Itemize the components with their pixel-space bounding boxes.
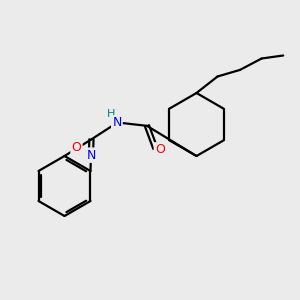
- Text: H: H: [107, 110, 116, 119]
- Text: N: N: [112, 116, 122, 129]
- Text: O: O: [71, 141, 81, 154]
- Text: N: N: [86, 149, 96, 162]
- Text: O: O: [155, 143, 165, 156]
